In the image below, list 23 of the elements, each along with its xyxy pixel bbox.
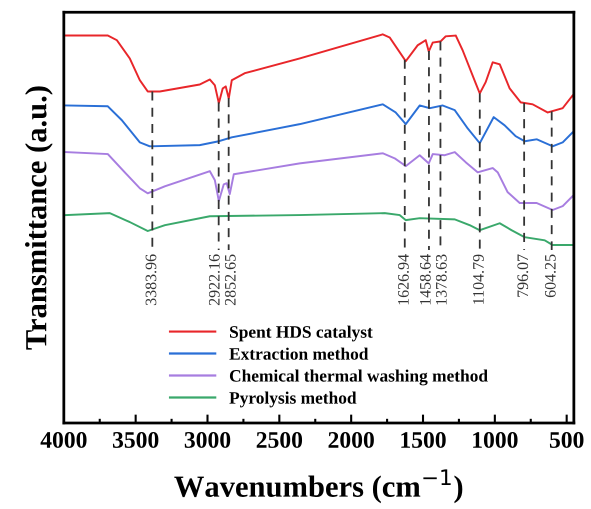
ref-line-label: 604.25: [544, 254, 556, 298]
y-axis-title: Transmittance (a.u.): [25, 86, 53, 350]
legend-label: Pyrolysis method: [229, 392, 356, 408]
x-tick-label: 4000: [40, 432, 87, 448]
x-tick-label: 3500: [112, 432, 158, 448]
x-tick-label: 1500: [401, 432, 446, 448]
x-tick-label: 3000: [184, 432, 230, 448]
x-axis-title: Wavenumbers (cm$^{−1}$): [174, 469, 462, 504]
ref-line-label: 1458.64: [420, 254, 431, 304]
x-tick-label: 2500: [256, 432, 302, 448]
x-tick-label: 2000: [328, 432, 374, 448]
ref-line-label: 3383.96: [146, 254, 156, 306]
x-tick-label: 1000: [473, 432, 518, 448]
ref-line-label: 2852.65: [224, 254, 236, 306]
legend-label: Spent HDS catalyst: [230, 326, 373, 342]
x-tick-label: 500: [550, 432, 584, 448]
legend-label: Chemical thermal washing method: [230, 370, 488, 386]
ref-line-label: 796.07: [517, 254, 528, 297]
ref-line-label: 1626.94: [398, 254, 409, 304]
legend-label: Extraction method: [229, 348, 368, 360]
ref-line-label: 1104.79: [473, 254, 484, 304]
ref-line-label: 2922.16: [208, 254, 220, 306]
ref-line-label: 1378.63: [436, 254, 447, 304]
